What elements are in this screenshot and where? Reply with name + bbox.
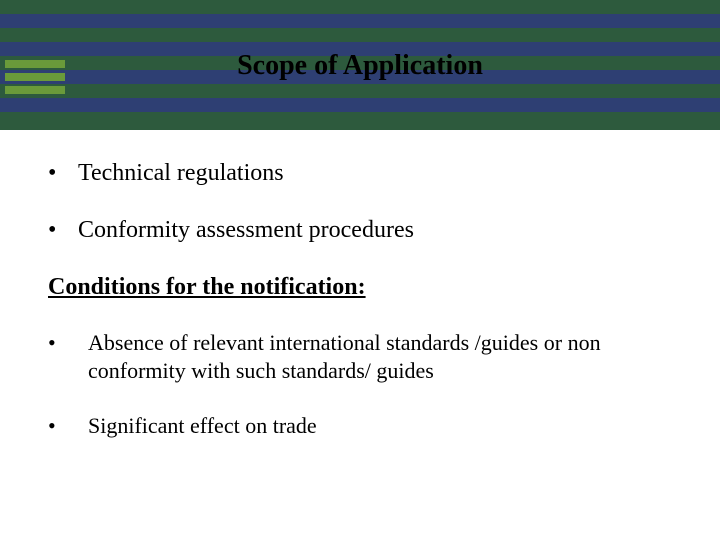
header-stripe	[0, 112, 720, 130]
bullet-text: Absence of relevant international standa…	[88, 329, 672, 384]
bullet-dot: •	[48, 412, 88, 440]
bullet-text: Conformity assessment procedures	[78, 217, 414, 244]
bullet-dot: •	[48, 329, 88, 384]
main-bullet-list: • Technical regulations • Conformity ass…	[48, 160, 672, 244]
header-stripe	[0, 14, 720, 28]
header-stripe	[0, 98, 720, 112]
list-item: • Significant effect on trade	[48, 412, 672, 440]
list-item: • Absence of relevant international stan…	[48, 329, 672, 384]
subheading: Conditions for the notification:	[48, 274, 672, 301]
bullet-text: Technical regulations	[78, 160, 284, 187]
header-stripe	[0, 28, 720, 42]
list-item: • Technical regulations	[48, 160, 672, 187]
slide-body: • Technical regulations • Conformity ass…	[0, 130, 720, 440]
slide-title: Scope of Application	[0, 50, 720, 82]
bullet-dot: •	[48, 217, 78, 244]
slide-header: Scope of Application	[0, 0, 720, 130]
logo-bar	[5, 86, 65, 94]
list-item: • Conformity assessment procedures	[48, 217, 672, 244]
header-stripe	[0, 84, 720, 98]
sub-bullet-list: • Absence of relevant international stan…	[48, 329, 672, 440]
bullet-dot: •	[48, 160, 78, 187]
bullet-text: Significant effect on trade	[88, 412, 317, 440]
header-stripe	[0, 0, 720, 14]
